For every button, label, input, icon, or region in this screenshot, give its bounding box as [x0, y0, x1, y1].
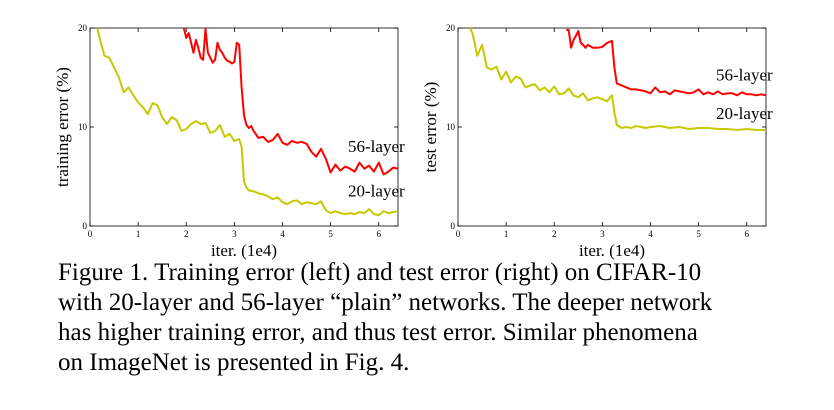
x-tick-label: 2 — [552, 229, 557, 239]
y-axis-label: training error (%) — [53, 67, 72, 187]
x-tick-label: 0 — [88, 229, 93, 239]
x-tick-label: 3 — [600, 229, 605, 239]
x-tick-label: 0 — [456, 229, 461, 239]
series-line-20-layer — [96, 27, 399, 217]
series-annotation: 20-layer — [348, 181, 405, 200]
y-tick-label: 20 — [78, 23, 88, 33]
series-annotation: 56-layer — [716, 65, 773, 84]
x-tick-label: 1 — [504, 229, 509, 239]
plot-frame-right — [457, 27, 767, 227]
x-tick-label: 5 — [696, 229, 701, 239]
x-tick-label: 6 — [745, 229, 750, 239]
x-axis-label: iter. (1e4) — [211, 241, 277, 260]
y-tick-label: 10 — [78, 122, 88, 132]
series-annotation: 20-layer — [716, 104, 773, 123]
x-tick-label: 4 — [648, 229, 653, 239]
x-tick-label: 2 — [184, 229, 189, 239]
x-tick-label: 5 — [328, 229, 333, 239]
series-line-56-layer — [566, 29, 767, 97]
y-tick-label: 10 — [446, 122, 456, 132]
test-error-chart: 0 1 2 3 4 5 6 0 10 20 iter. (1e4) test error (%) 56-… — [421, 23, 773, 260]
caption-line-3: has higher training error, and thus test… — [58, 319, 698, 346]
caption-line-4: on ImageNet is presented in Fig. 4. — [58, 349, 410, 376]
figure-caption: Figure 1. Training error (left) and test… — [58, 258, 788, 378]
training-error-chart: 0 1 2 3 4 5 6 0 10 20 iter. (1e4) training error (%… — [53, 23, 405, 260]
y-tick-label: 20 — [446, 23, 456, 33]
x-tick-label: 4 — [280, 229, 285, 239]
series-line-20-layer — [469, 27, 766, 131]
series-annotation: 56-layer — [348, 137, 405, 156]
x-axis-label: iter. (1e4) — [579, 241, 645, 260]
caption-line-1: Figure 1. Training error (left) and test… — [58, 259, 702, 286]
series-line-56-layer — [182, 27, 399, 176]
x-tick-label: 6 — [377, 229, 382, 239]
caption-line-2: with 20-layer and 56-layer “plain” netwo… — [58, 289, 713, 316]
x-tick-label: 3 — [232, 229, 237, 239]
x-tick-label: 1 — [136, 229, 141, 239]
y-tick-label: 0 — [83, 221, 88, 231]
y-axis-label: test error (%) — [421, 82, 440, 173]
y-tick-label: 0 — [451, 221, 456, 231]
